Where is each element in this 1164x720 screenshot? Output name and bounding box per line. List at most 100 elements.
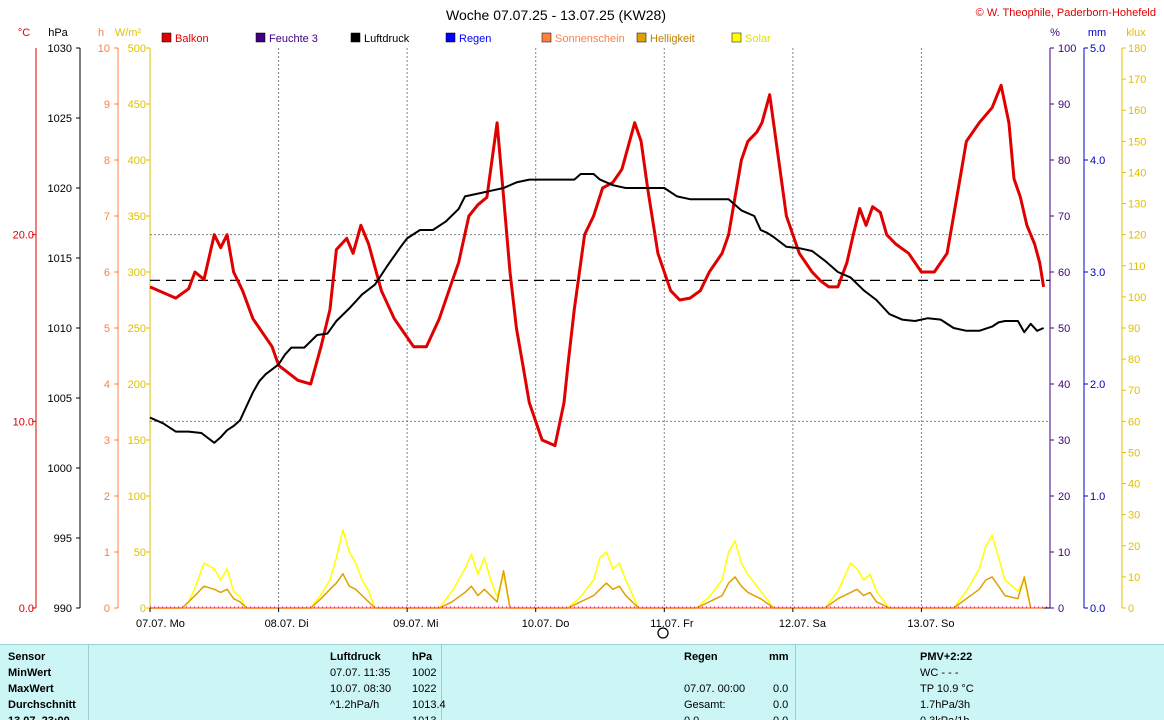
solar-tick-label: 0 (140, 603, 146, 615)
percent-tick-label: 30 (1058, 435, 1070, 447)
rain-header: Regen (684, 651, 718, 663)
solar-tick-label: 350 (128, 211, 146, 223)
rain-tick-label: 3.0 (1090, 267, 1105, 279)
legend-swatch (636, 32, 647, 43)
pmv-header: PMV+2:22 (920, 651, 973, 663)
solar-tick-label: 250 (128, 323, 146, 335)
legend-swatch (255, 32, 266, 43)
percent-tick-label: 50 (1058, 323, 1070, 335)
x-tick-label: 12.07. Sa (779, 618, 827, 630)
lux-tick-label: 0 (1128, 603, 1134, 615)
temp-tick-label: 20.0 (13, 230, 34, 242)
hours-tick-label: 7 (104, 211, 110, 223)
info-row: 13.07. 23:00 1013 0.0 0.0 0.3kPa/1h (0, 715, 1164, 720)
legend-label: Luftdruck (364, 33, 410, 45)
rain-tick-label: 2.0 (1090, 379, 1105, 391)
hours-tick-label: 9 (104, 99, 110, 111)
pressure-tick-label: 1020 (48, 183, 72, 195)
solar-tick-label: 50 (134, 547, 146, 559)
hours-tick-label: 4 (104, 379, 110, 391)
lux-tick-label: 110 (1128, 261, 1146, 273)
lux-tick-label: 120 (1128, 230, 1146, 242)
info-cell-label: 13.07. 23:00 (8, 715, 70, 720)
hours-tick-label: 3 (104, 435, 110, 447)
mm-header: mm (769, 651, 789, 663)
info-cell-c4: 0.0 (773, 699, 789, 711)
lux-tick-label: 130 (1128, 199, 1146, 211)
lux-tick-label: 150 (1128, 136, 1146, 148)
info-cell-label: MaxWert (8, 683, 54, 695)
pressure-tick-label: 995 (54, 533, 72, 545)
info-cell-c2: 1002 (412, 667, 437, 679)
copyright-text: © W. Theophile, Paderborn-Hohefeld (976, 7, 1156, 19)
info-cell-c5: 0.3kPa/1h (920, 715, 970, 720)
info-cell-c4: 0.0 (773, 683, 789, 695)
solar-tick-label: 200 (128, 379, 146, 391)
legend-swatch (445, 32, 456, 43)
pressure-tick-label: 990 (54, 603, 72, 615)
percent-tick-label: 60 (1058, 267, 1070, 279)
rain-tick-label: 5.0 (1090, 43, 1105, 55)
x-axis-labels: 07.07. Mo 08.07. Di 09.07. Mi 10.07. Do 11.0… (136, 608, 955, 630)
cursor-marker[interactable] (657, 627, 669, 639)
legend-swatch (541, 32, 552, 43)
percent-tick-label: 0 (1058, 603, 1064, 615)
pressure-tick-label: 1030 (48, 43, 72, 55)
lux-tick-label: 50 (1128, 447, 1140, 459)
lux-tick-label: 80 (1128, 354, 1140, 366)
lux-unit-label: klux (1126, 27, 1146, 39)
hours-tick-label: 2 (104, 491, 110, 503)
percent-tick-label: 10 (1058, 547, 1070, 559)
pressure-tick-label: 1015 (48, 253, 72, 265)
info-header-row: Sensor Luftdruck hPa Regen mm PMV+2:22 (0, 651, 1164, 667)
info-cell-label: MinWert (8, 667, 52, 679)
rain-unit-label: mm (1088, 27, 1106, 39)
lux-tick-label: 10 (1128, 572, 1140, 584)
hours-tick-label: 6 (104, 267, 110, 279)
legend: Balkon Feuchte 3 Luftdruck Regen Sonnenschei… (161, 32, 771, 45)
rain-tick-label: 4.0 (1090, 155, 1105, 167)
info-cell-c5: WC - - - (920, 667, 959, 679)
info-cell-c3: 0.0 (684, 715, 699, 720)
legend-label: Balkon (175, 33, 209, 45)
legend-label: Regen (459, 33, 491, 45)
lux-tick-label: 20 (1128, 541, 1140, 553)
solar-tick-label: 100 (128, 491, 146, 503)
info-cell-c1: ^1.2hPa/h (330, 699, 380, 711)
info-row: Durchschnitt ^1.2hPa/h 1013.4 Gesamt: 0.0 1.7… (0, 699, 1164, 715)
lux-tick-label: 90 (1128, 323, 1140, 335)
hours-tick-label: 5 (104, 323, 110, 335)
legend-label: Helligkeit (650, 33, 695, 45)
legend-label: Sonnenschein (555, 33, 625, 45)
percent-tick-label: 90 (1058, 99, 1070, 111)
pressure-tick-label: 1025 (48, 113, 72, 125)
x-tick-label: 09.07. Mi (393, 618, 438, 630)
lux-tick-label: 60 (1128, 416, 1140, 428)
percent-tick-label: 70 (1058, 211, 1070, 223)
lux-tick-label: 100 (1128, 292, 1146, 304)
info-cell-c2: 1013 (412, 715, 436, 720)
lux-tick-label: 30 (1128, 510, 1140, 522)
info-panel: Sensor Luftdruck hPa Regen mm PMV+2:22 M… (0, 644, 1164, 720)
temp-tick-label: 10.0 (13, 416, 34, 428)
lux-tick-label: 180 (1128, 43, 1146, 55)
x-tick-label: 08.07. Di (265, 618, 309, 630)
x-tick-label: 07.07. Mo (136, 618, 185, 630)
info-cell-c2: 1022 (412, 683, 437, 695)
lux-tick-label: 160 (1128, 105, 1146, 117)
info-cell-c5: 1.7hPa/3h (920, 699, 971, 711)
info-cell-c2: 1013.4 (412, 699, 446, 711)
lux-tick-label: 140 (1128, 167, 1146, 179)
legend-swatch (161, 32, 172, 43)
x-tick-label: 13.07. So (907, 618, 954, 630)
series (149, 83, 1050, 609)
temp-unit-label: °C (18, 27, 30, 39)
hpa-header: hPa (412, 651, 433, 663)
series-solar (150, 528, 1032, 609)
percent-tick-label: 80 (1058, 155, 1070, 167)
x-tick-label: 11.07. Fr (650, 618, 694, 630)
info-row: MaxWert 10.07. 08:30 1022 07.07. 00:00 0.0 TP… (0, 683, 1164, 699)
solar-tick-label: 300 (128, 267, 146, 279)
series-helligkeit (150, 569, 1032, 609)
hours-tick-label: 8 (104, 155, 110, 167)
